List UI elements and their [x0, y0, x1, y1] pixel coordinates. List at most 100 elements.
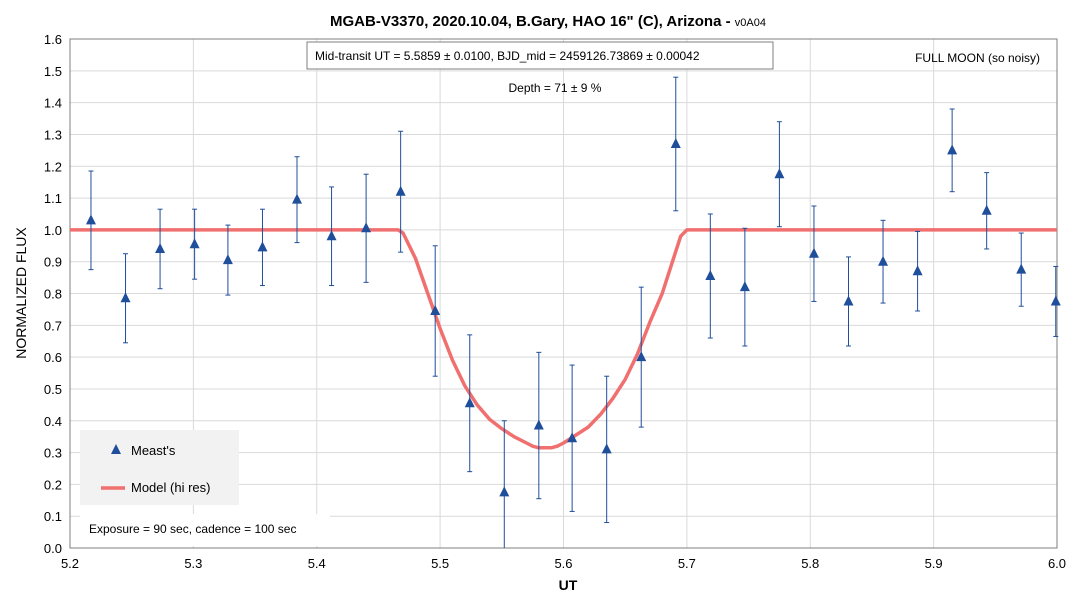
data-point	[533, 351, 544, 500]
data-point	[257, 208, 268, 287]
data-point-marker	[120, 292, 131, 303]
y-tick-label: 0.7	[44, 318, 62, 333]
data-point	[843, 256, 854, 347]
chart-title-main: MGAB-V3370, 2020.10.04, B.Gary, HAO 16" …	[330, 13, 735, 30]
data-point-marker	[1016, 263, 1027, 274]
y-tick-label: 1.3	[44, 127, 62, 142]
depth-annotation: Depth = 71 ± 9 %	[509, 81, 602, 95]
plot-area-border	[69, 38, 1058, 549]
y-tick-label: 0.2	[44, 477, 62, 492]
data-point	[878, 219, 889, 304]
data-point	[1050, 265, 1061, 337]
data-point	[739, 227, 750, 347]
y-tick-label: 0.6	[44, 350, 62, 365]
data-point	[395, 130, 406, 253]
data-point	[499, 420, 510, 548]
data-point	[361, 173, 372, 283]
data-point	[430, 245, 441, 377]
y-tick-label: 1.4	[44, 96, 62, 111]
exposure-text: Exposure = 90 sec, cadence = 100 sec	[89, 522, 296, 536]
data-point-marker	[636, 351, 647, 362]
y-tick-label: 0.1	[44, 509, 62, 524]
data-point-marker	[705, 270, 716, 281]
data-point-marker	[878, 255, 889, 266]
exposure-box	[80, 514, 330, 546]
x-tick-label: 5.2	[61, 556, 79, 571]
data-point-marker	[912, 265, 923, 276]
model-hi-res-line	[70, 228, 1057, 450]
x-tick-label: 5.7	[678, 556, 696, 571]
data-point	[774, 121, 785, 228]
data-point	[601, 375, 612, 524]
x-tick-label: 5.8	[801, 556, 819, 571]
mid-transit-box	[306, 41, 774, 70]
y-tick-label: 1.5	[44, 64, 62, 79]
data-point-marker	[155, 242, 166, 253]
x-tick-label: 5.5	[431, 556, 449, 571]
data-point-marker	[189, 238, 200, 249]
data-point	[670, 76, 681, 212]
x-axis-label: UT	[559, 577, 578, 593]
x-tick-labels: 5.2 5.3 5.4 5.5 5.6 5.7 5.8 5.9 6.0	[61, 556, 1066, 571]
x-tick-label: 5.9	[925, 556, 943, 571]
data-point-marker	[601, 443, 612, 454]
data-point-marker	[808, 247, 819, 258]
data-point	[808, 205, 819, 302]
data-point-marker	[326, 230, 337, 241]
data-point	[981, 172, 992, 250]
legend-meast-marker	[111, 444, 121, 454]
y-tick-label: 0.0	[44, 541, 62, 556]
y-tick-label: 1.1	[44, 191, 62, 206]
data-point	[464, 334, 475, 473]
y-tick-labels: 0.0 0.1 0.2 0.3 0.4 0.5 0.6 0.7 0.8 0.9 1.0 1.1 1.2 1…	[44, 32, 62, 556]
y-tick-label: 1.0	[44, 223, 62, 238]
y-axis-label: NORMALIZED FLUX	[13, 227, 29, 359]
data-point-marker	[85, 214, 96, 225]
data-point-marker	[1050, 295, 1061, 306]
data-point-marker	[430, 304, 441, 315]
data-point-marker	[567, 432, 578, 443]
data-point-marker	[947, 144, 958, 155]
y-tick-label: 0.3	[44, 446, 62, 461]
data-point	[120, 253, 131, 344]
x-tick-label: 5.3	[184, 556, 202, 571]
legend-model-label: Model (hi res)	[131, 480, 210, 495]
exposure-annotation: Exposure = 90 sec, cadence = 100 sec	[80, 514, 330, 546]
data-point	[636, 286, 647, 428]
data-point-marker	[739, 281, 750, 292]
data-point-marker	[533, 419, 544, 430]
y-tick-label: 0.5	[44, 382, 62, 397]
data-point-marker	[670, 137, 681, 148]
data-point-marker	[257, 241, 268, 252]
data-point	[1016, 232, 1027, 307]
data-point-marker	[843, 295, 854, 306]
data-point-marker	[774, 168, 785, 179]
data-point-marker	[981, 204, 992, 215]
legend-box	[80, 430, 239, 505]
y-tick-label: 0.4	[44, 414, 62, 429]
data-point	[222, 224, 233, 296]
data-point-marker	[395, 185, 406, 196]
x-tick-label: 5.4	[308, 556, 326, 571]
y-tick-label: 0.9	[44, 255, 62, 270]
full-moon-annotation: FULL MOON (so noisy)	[915, 51, 1040, 65]
data-point	[85, 170, 96, 271]
data-point-marker	[464, 397, 475, 408]
data-point-marker	[361, 222, 372, 233]
chart-title: MGAB-V3370, 2020.10.04, B.Gary, HAO 16" …	[330, 13, 766, 30]
mid-transit-text: Mid-transit UT = 5.5859 ± 0.0100, BJD_mi…	[315, 49, 700, 63]
data-point	[567, 364, 578, 512]
data-point	[155, 208, 166, 290]
y-tick-label: 1.2	[44, 159, 62, 174]
data-point-marker	[499, 486, 510, 497]
data-point	[912, 230, 923, 312]
data-point	[947, 108, 958, 193]
legend-meast-label: Meast's	[131, 443, 176, 458]
y-tick-label: 1.6	[44, 32, 62, 47]
data-point	[189, 208, 200, 280]
legend: Meast's Model (hi res)	[80, 430, 239, 505]
x-tick-label: 5.6	[554, 556, 572, 571]
x-tick-label: 6.0	[1048, 556, 1066, 571]
